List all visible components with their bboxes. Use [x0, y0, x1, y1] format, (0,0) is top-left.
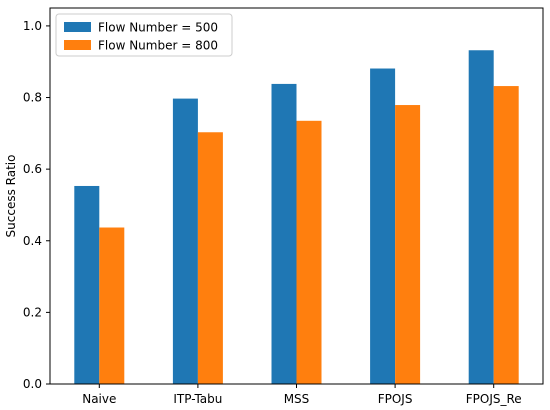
- legend-label-series-1: Flow Number = 500: [98, 21, 218, 35]
- x-tick-label: MSS: [284, 392, 310, 406]
- legend-swatch-series-1: [64, 22, 91, 32]
- legend-frame: [55, 13, 233, 57]
- y-tick-label: 0.4: [23, 234, 42, 248]
- y-axis-ticks: 0.0 0.2 0.4 0.6 0.8 1.0: [23, 19, 50, 391]
- y-axis-label: Success Ratio: [4, 155, 18, 238]
- bar-fpojs-re-series-1: [468, 50, 494, 384]
- legend-swatch-series-2: [64, 40, 91, 50]
- bar-mss-series-2: [296, 120, 322, 385]
- y-tick-label: 0.8: [23, 91, 42, 105]
- bar-mss-series-1: [271, 83, 297, 384]
- x-axis-ticks: Naive ITP-Tabu MSS FPOJS FPOJS_Re: [82, 384, 522, 406]
- legend: Flow Number = 500 Flow Number = 800: [55, 13, 233, 57]
- bar-fpojs-series-2: [395, 105, 421, 384]
- bar-naive-series-1: [74, 185, 100, 384]
- bar-fpojs-re-series-2: [493, 86, 519, 384]
- bar-fpojs-series-1: [370, 68, 396, 384]
- bar-naive-series-2: [99, 227, 125, 384]
- bars-layer: [74, 50, 519, 385]
- x-tick-label: Naive: [82, 392, 116, 406]
- x-tick-label: FPOJS_Re: [466, 392, 522, 406]
- y-tick-label: 0.2: [23, 305, 42, 319]
- axes-frame: [49, 7, 544, 385]
- bar-itp-tabu-series-2: [197, 132, 223, 384]
- x-tick-label: FPOJS: [378, 392, 413, 406]
- y-tick-label: 0.0: [23, 377, 42, 391]
- y-tick-label: 1.0: [23, 19, 42, 33]
- legend-label-series-2: Flow Number = 800: [98, 39, 218, 53]
- x-tick-label: ITP-Tabu: [173, 392, 222, 406]
- bar-itp-tabu-series-1: [172, 98, 198, 385]
- y-tick-label: 0.6: [23, 162, 42, 176]
